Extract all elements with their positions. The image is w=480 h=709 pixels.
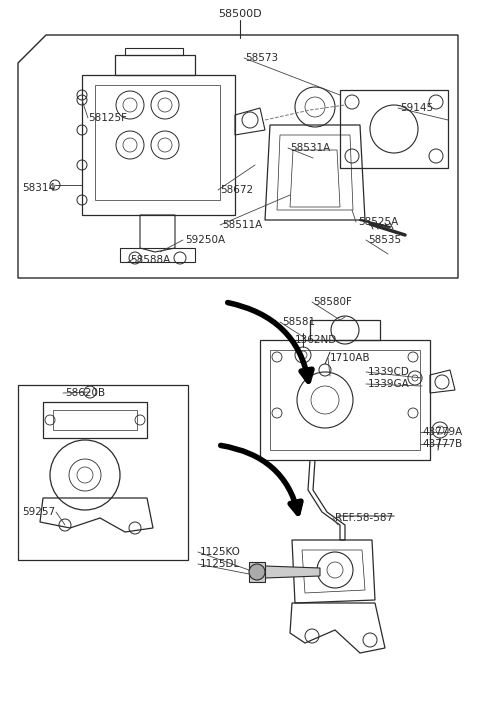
Polygon shape bbox=[249, 562, 265, 582]
Text: 1362ND: 1362ND bbox=[295, 335, 337, 345]
Circle shape bbox=[249, 564, 265, 580]
Text: 1125KO: 1125KO bbox=[200, 547, 241, 557]
Text: 58588A: 58588A bbox=[130, 255, 170, 265]
Text: 1710AB: 1710AB bbox=[330, 353, 371, 363]
Text: 59145: 59145 bbox=[400, 103, 433, 113]
Text: REF.58-587: REF.58-587 bbox=[335, 513, 393, 523]
Text: 58581: 58581 bbox=[282, 317, 315, 327]
Text: 58531A: 58531A bbox=[290, 143, 330, 153]
Text: 59257: 59257 bbox=[22, 507, 55, 517]
Text: 58535: 58535 bbox=[368, 235, 401, 245]
Polygon shape bbox=[265, 566, 320, 578]
Text: 1339GA: 1339GA bbox=[368, 379, 410, 389]
Text: 58125F: 58125F bbox=[88, 113, 127, 123]
Text: 43779A: 43779A bbox=[422, 427, 462, 437]
Text: 58511A: 58511A bbox=[222, 220, 262, 230]
Text: 58580F: 58580F bbox=[313, 297, 352, 307]
Text: 58620B: 58620B bbox=[65, 388, 105, 398]
Text: 1125DL: 1125DL bbox=[200, 559, 240, 569]
Text: 58314: 58314 bbox=[22, 183, 55, 193]
Text: 58525A: 58525A bbox=[358, 217, 398, 227]
Text: 58573: 58573 bbox=[245, 53, 278, 63]
Text: 1339CD: 1339CD bbox=[368, 367, 410, 377]
Text: 59250A: 59250A bbox=[185, 235, 225, 245]
Text: 58672: 58672 bbox=[220, 185, 253, 195]
Text: 43777B: 43777B bbox=[422, 439, 462, 449]
Text: 58500D: 58500D bbox=[218, 9, 262, 19]
